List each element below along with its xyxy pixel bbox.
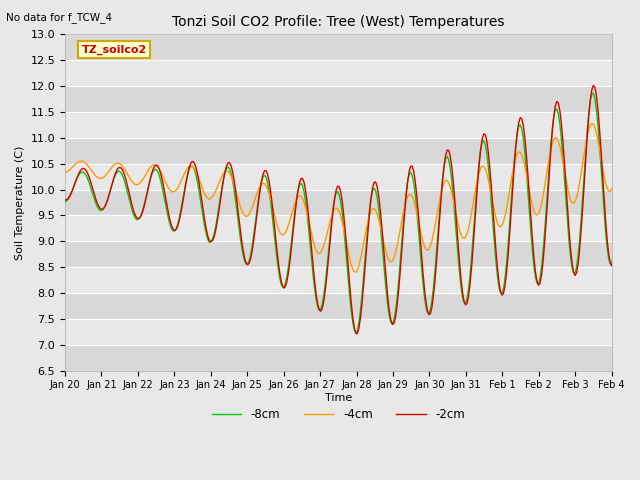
Bar: [65, 112, 612, 138]
Title: Tonzi Soil CO2 Profile: Tree (West) Temperatures: Tonzi Soil CO2 Profile: Tree (West) Temp…: [172, 15, 504, 29]
Bar: [65, 60, 612, 86]
-4cm: [363, 225, 371, 231]
-4cm: [99, 175, 107, 180]
Bar: [65, 241, 612, 267]
Text: No data for f_TCW_4: No data for f_TCW_4: [6, 12, 113, 23]
-4cm: [352, 269, 360, 275]
-2cm: [363, 246, 371, 252]
Bar: [65, 345, 612, 371]
-8cm: [478, 140, 486, 145]
-8cm: [363, 239, 371, 244]
-2cm: [626, 66, 634, 72]
Line: -2cm: -2cm: [65, 69, 640, 334]
Bar: [65, 164, 612, 190]
Legend: -8cm, -4cm, -2cm: -8cm, -4cm, -2cm: [207, 403, 470, 425]
Bar: [65, 319, 612, 345]
Line: -8cm: -8cm: [65, 78, 640, 333]
Y-axis label: Soil Temperature (C): Soil Temperature (C): [15, 145, 25, 260]
Bar: [65, 293, 612, 319]
-4cm: [81, 159, 89, 165]
Bar: [65, 190, 612, 216]
Bar: [65, 216, 612, 241]
-8cm: [626, 75, 634, 81]
-2cm: [61, 197, 69, 203]
Bar: [65, 138, 612, 164]
Bar: [65, 267, 612, 293]
-4cm: [61, 169, 69, 175]
-2cm: [353, 331, 361, 336]
-4cm: [478, 163, 486, 169]
-2cm: [99, 206, 107, 212]
Text: TZ_soilco2: TZ_soilco2: [81, 45, 147, 55]
-2cm: [565, 226, 573, 232]
-2cm: [478, 136, 486, 142]
-8cm: [61, 199, 69, 204]
-2cm: [81, 166, 89, 172]
Bar: [65, 35, 612, 60]
-4cm: [565, 192, 573, 197]
-8cm: [565, 238, 573, 243]
Line: -4cm: -4cm: [65, 109, 640, 272]
-8cm: [352, 330, 360, 336]
Bar: [65, 86, 612, 112]
-4cm: [625, 107, 632, 112]
-8cm: [81, 170, 89, 176]
-8cm: [99, 206, 107, 212]
X-axis label: Time: Time: [324, 393, 352, 403]
